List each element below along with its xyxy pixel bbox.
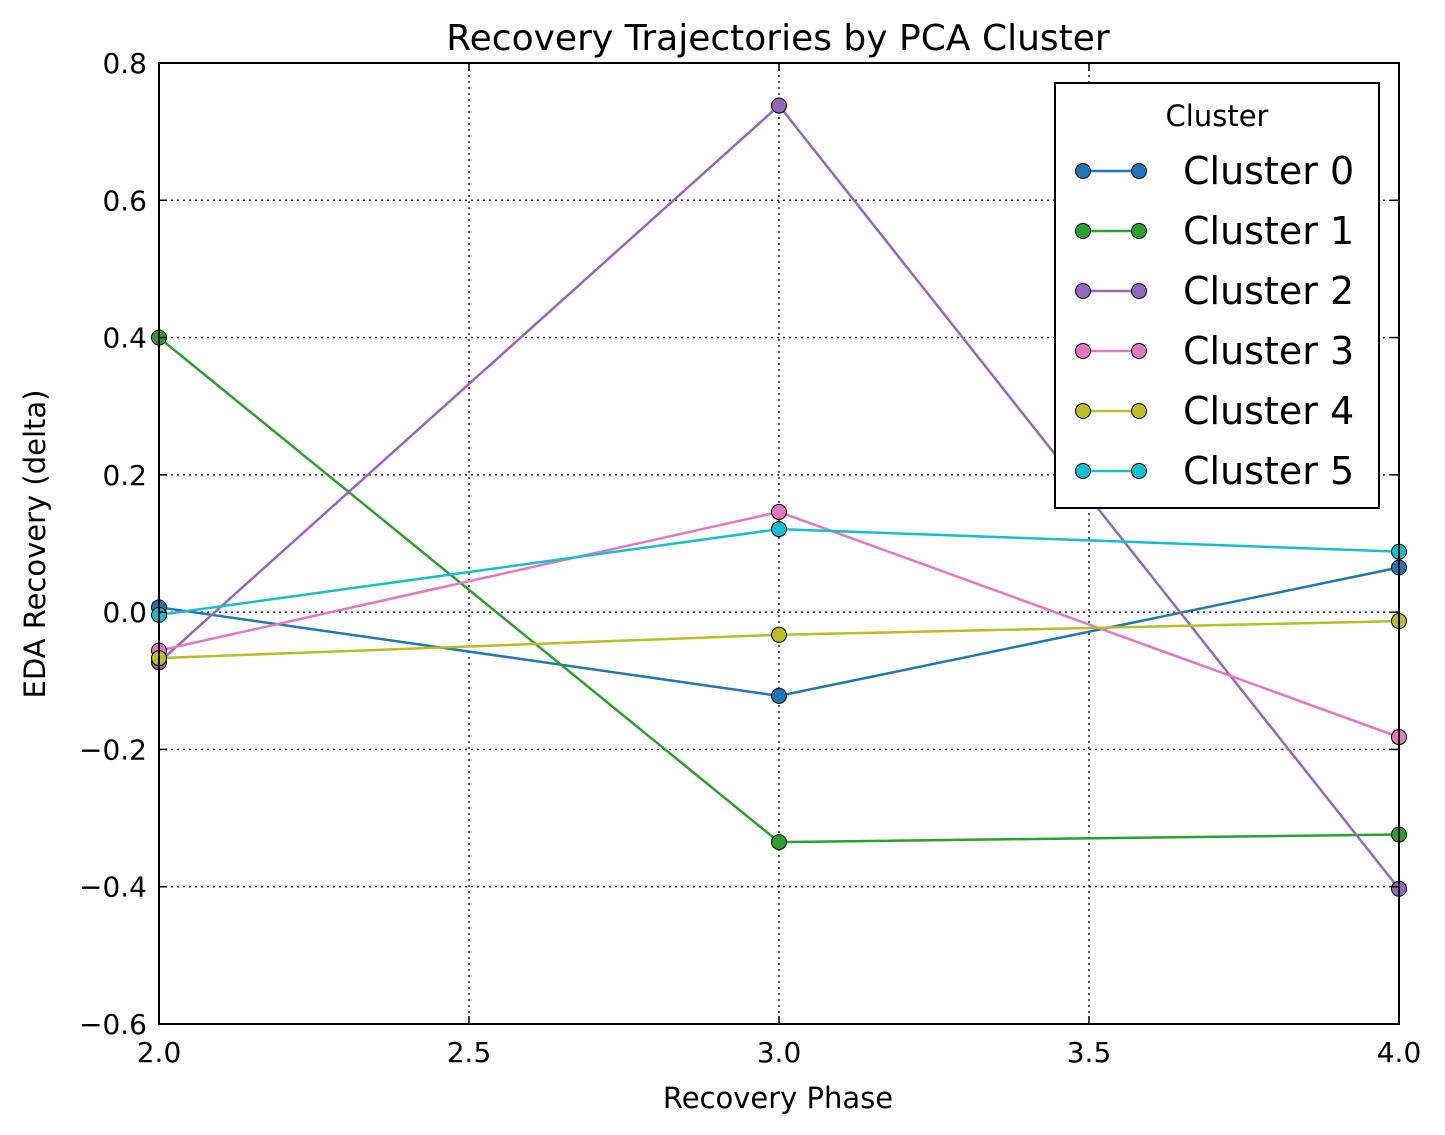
legend-marker xyxy=(1131,463,1147,479)
x-tick-label: 4.0 xyxy=(1377,1036,1422,1069)
legend-item: Cluster 4 xyxy=(1075,389,1354,433)
legend-box xyxy=(1054,82,1380,509)
data-point xyxy=(771,834,787,851)
legend-marker xyxy=(1131,163,1147,179)
data-point xyxy=(771,503,787,520)
legend-item: Cluster 0 xyxy=(1075,149,1354,193)
legend-marker xyxy=(1075,403,1091,419)
legend-marker xyxy=(1075,463,1091,479)
data-point xyxy=(771,687,787,704)
legend-marker xyxy=(1131,283,1147,299)
legend-item: Cluster 2 xyxy=(1075,269,1354,313)
x-tick-label: 3.5 xyxy=(1067,1036,1112,1069)
legend-item: Cluster 1 xyxy=(1075,209,1354,253)
legend-marker xyxy=(1131,223,1147,239)
series-cluster-4 xyxy=(151,613,1407,667)
legend-label: Cluster 3 xyxy=(1183,329,1354,373)
legend-marker xyxy=(1131,343,1147,359)
y-tick-label: 0.0 xyxy=(102,596,147,629)
series-layer xyxy=(151,97,1407,897)
y-tick-label: −0.2 xyxy=(79,733,147,766)
data-point xyxy=(771,626,787,643)
y-tick-label: −0.6 xyxy=(79,1008,147,1041)
legend-title: Cluster xyxy=(1166,99,1269,133)
series-cluster-5 xyxy=(151,521,1407,623)
y-tick-label: 0.4 xyxy=(102,322,147,355)
y-tick-label: 0.8 xyxy=(102,47,147,80)
legend-label: Cluster 1 xyxy=(1183,209,1354,253)
legend-marker xyxy=(1075,223,1091,239)
x-tick-label: 3.0 xyxy=(757,1036,802,1069)
y-tick-label: 0.2 xyxy=(102,459,147,492)
data-point xyxy=(771,97,787,114)
legend-marker xyxy=(1075,163,1091,179)
legend-label: Cluster 4 xyxy=(1183,389,1354,433)
chart-title: Recovery Trajectories by PCA Cluster xyxy=(446,18,1110,59)
x-tick-label: 2.0 xyxy=(137,1036,182,1069)
legend-marker xyxy=(1075,343,1091,359)
axis-ticks: 2.0 2.5 3.0 3.5 4.0 −0.6 −0.4 −0.2 0.0 0.2 0.4 0.6 0… xyxy=(79,47,1421,1069)
y-tick-label: 0.6 xyxy=(102,184,147,217)
legend-label: Cluster 2 xyxy=(1183,269,1354,313)
y-axis-label: EDA Recovery (delta) xyxy=(18,390,52,699)
legend-item: Cluster 5 xyxy=(1075,449,1354,493)
legend-marker xyxy=(1075,283,1091,299)
series-cluster-1 xyxy=(151,329,1407,851)
y-tick-label: −0.4 xyxy=(79,871,147,904)
x-tick-label: 2.5 xyxy=(447,1036,492,1069)
legend-label: Cluster 0 xyxy=(1183,149,1354,193)
legend-items: Cluster 0 Cluster 1 Cluster 2 Cluster 3 Clus… xyxy=(1075,149,1354,493)
legend-label: Cluster 5 xyxy=(1183,449,1354,493)
legend-marker xyxy=(1131,403,1147,419)
x-axis-label: Recovery Phase xyxy=(663,1081,893,1115)
legend-item: Cluster 3 xyxy=(1075,329,1354,373)
data-point xyxy=(771,521,787,538)
